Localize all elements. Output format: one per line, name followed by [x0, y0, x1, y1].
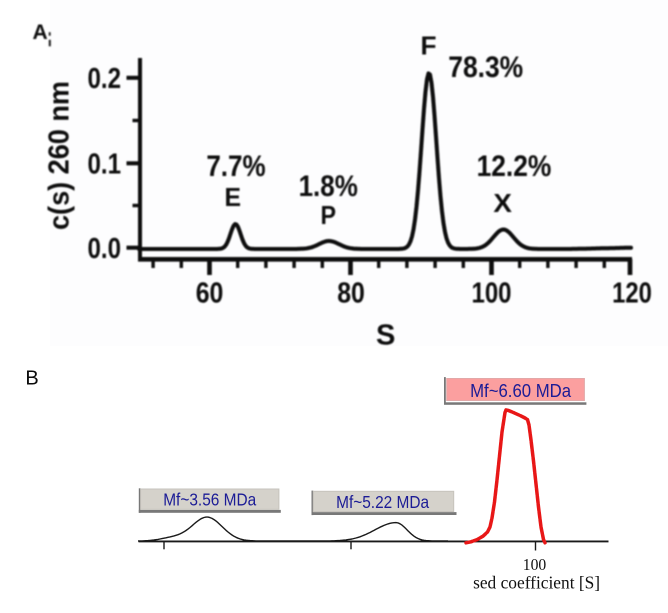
svg-text:7.7%: 7.7% [206, 150, 265, 183]
svg-text:F: F [421, 31, 437, 61]
svg-text:E: E [224, 182, 241, 212]
svg-text:12.2%: 12.2% [477, 150, 552, 183]
svg-text:Mf~3.56 MDa: Mf~3.56 MDa [163, 490, 256, 510]
svg-text:c(s) 260 nm: c(s) 260 nm [44, 81, 76, 230]
svg-text:1.8%: 1.8% [299, 170, 358, 203]
svg-text:0.1: 0.1 [88, 149, 122, 181]
svg-text:B: B [25, 368, 38, 390]
svg-text:0.0: 0.0 [88, 233, 122, 265]
svg-text:60: 60 [196, 278, 224, 310]
svg-text:0.2: 0.2 [88, 63, 122, 95]
svg-text:80: 80 [337, 278, 365, 310]
svg-text:120: 120 [612, 278, 652, 310]
svg-text:S: S [376, 319, 395, 351]
svg-text:Mf~5.22 MDa: Mf~5.22 MDa [336, 492, 429, 512]
svg-text:P: P [320, 200, 336, 230]
svg-text:X: X [493, 188, 512, 218]
svg-text:Mf~6.60 MDa: Mf~6.60 MDa [470, 380, 572, 401]
svg-text:78.3%: 78.3% [448, 51, 523, 84]
svg-text:sed coefficient [S]: sed coefficient [S] [473, 573, 600, 593]
svg-text:100: 100 [472, 278, 512, 310]
svg-text:100: 100 [523, 555, 547, 574]
svg-text:A: A [33, 21, 48, 44]
